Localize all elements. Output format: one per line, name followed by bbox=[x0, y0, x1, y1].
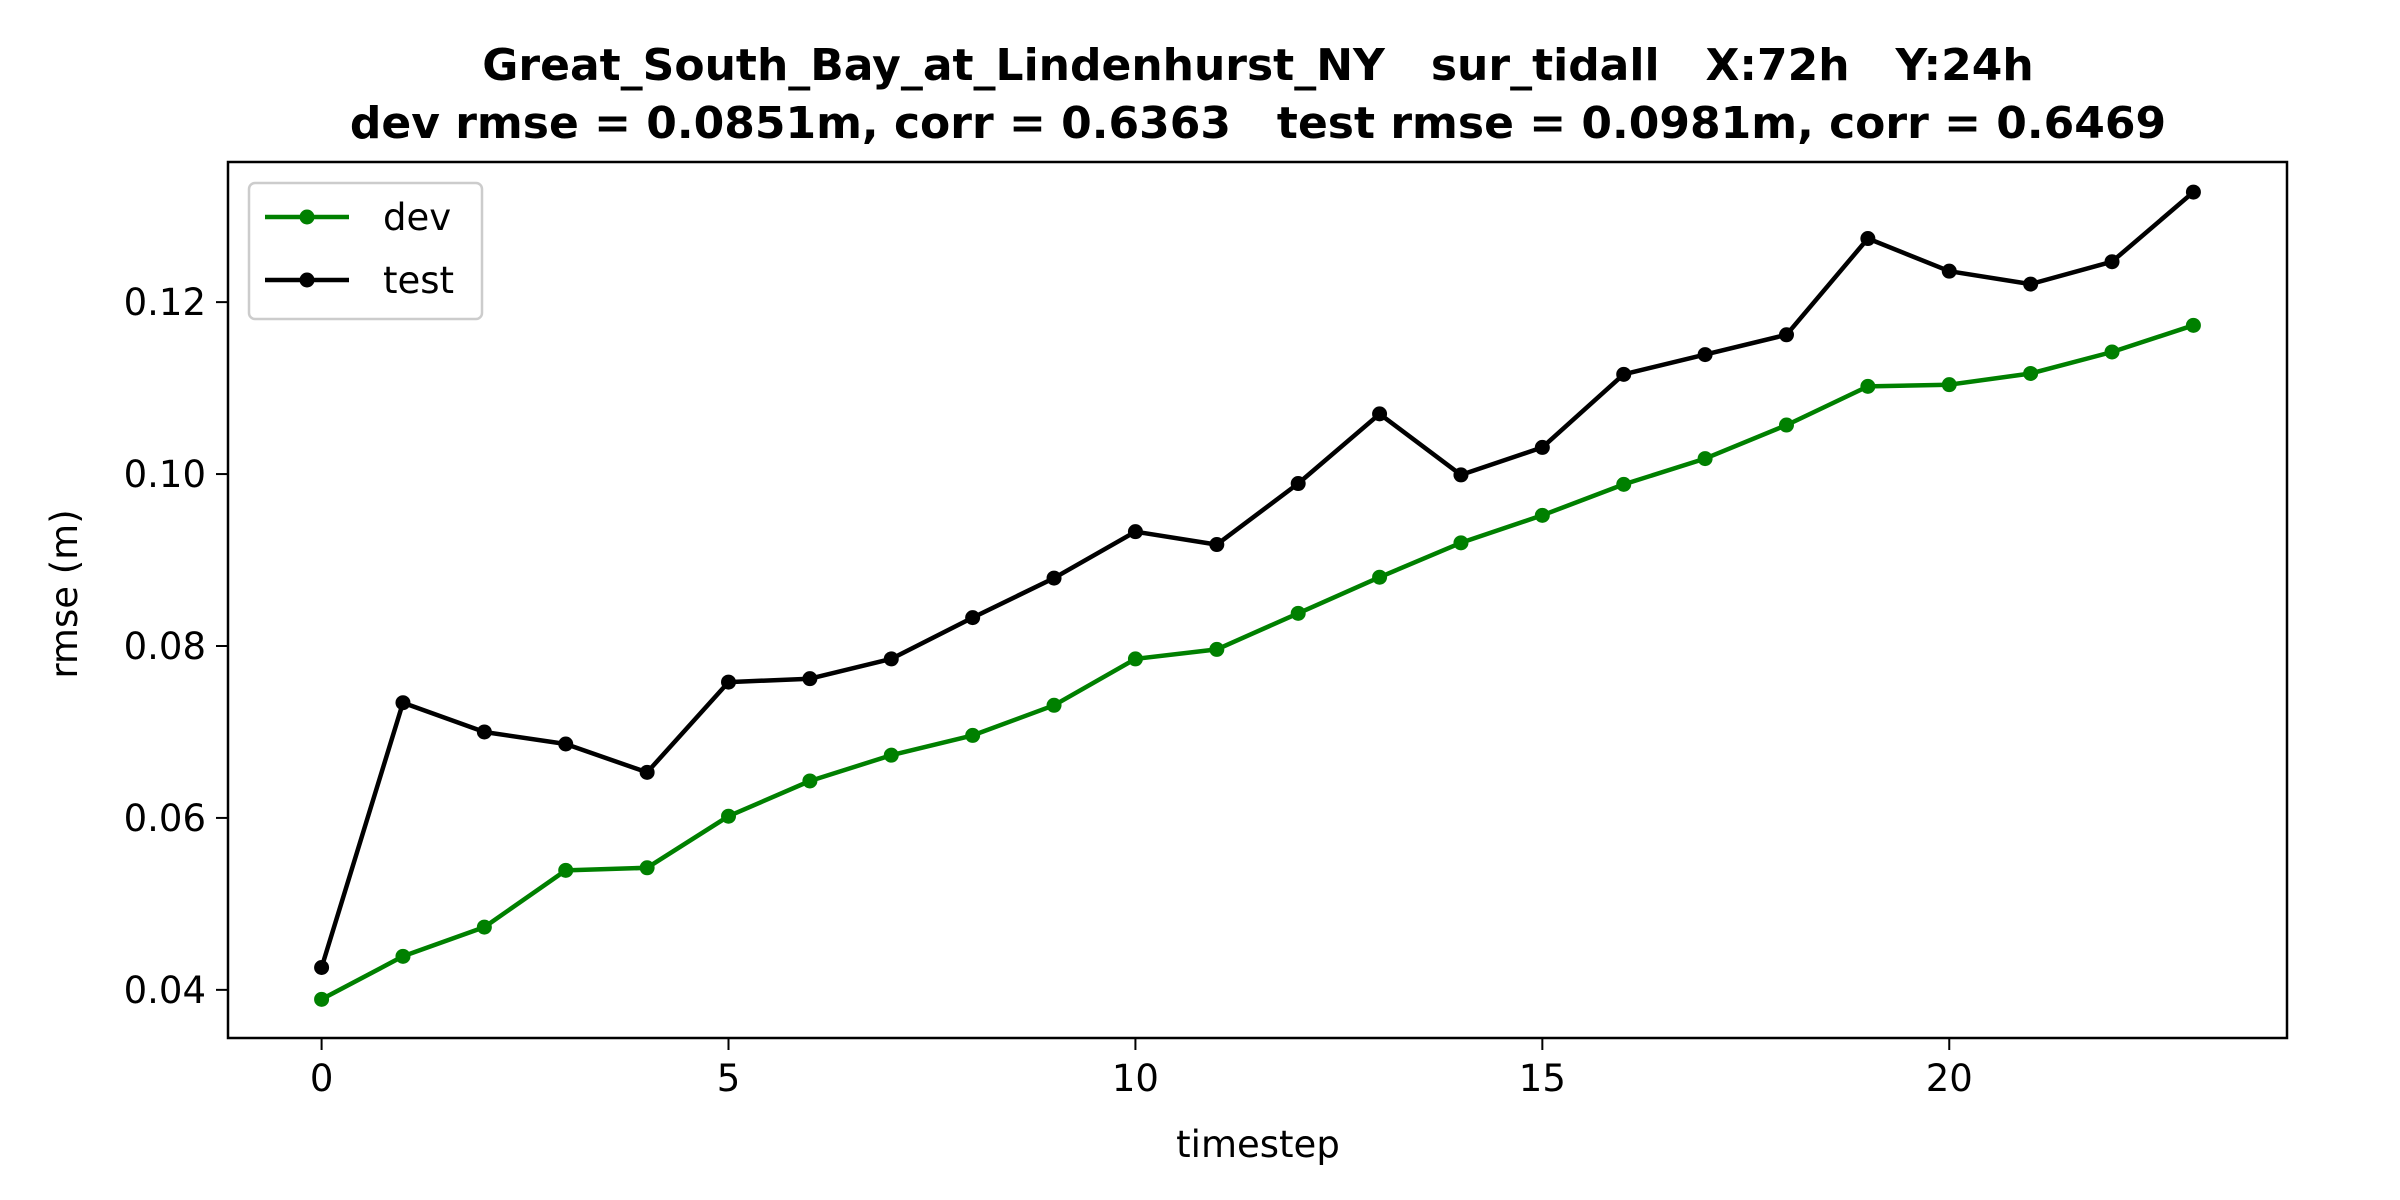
data-point-test bbox=[1209, 537, 1225, 553]
legend-label: dev bbox=[383, 196, 451, 239]
data-point-test bbox=[2023, 276, 2039, 292]
y-tick-label: 0.10 bbox=[124, 453, 206, 496]
data-point-dev bbox=[1941, 377, 1957, 393]
plot-area bbox=[226, 160, 2289, 1040]
series-test bbox=[314, 184, 2201, 976]
x-axis-label: timestep bbox=[1176, 1123, 1340, 1166]
data-point-test bbox=[1290, 476, 1306, 492]
data-point-dev bbox=[1046, 697, 1062, 713]
data-point-test bbox=[1127, 524, 1143, 540]
data-point-dev bbox=[2023, 365, 2039, 381]
data-point-dev bbox=[395, 948, 411, 964]
legend-swatch-marker bbox=[299, 209, 315, 225]
data-point-dev bbox=[476, 919, 492, 935]
plot-frame bbox=[226, 160, 2289, 1040]
data-point-dev bbox=[1290, 605, 1306, 621]
data-point-test bbox=[1941, 263, 1957, 279]
data-point-dev bbox=[1453, 535, 1469, 551]
chart-subtitle: dev rmse = 0.0851m, corr = 0.6363 test r… bbox=[350, 98, 2166, 149]
x-tick-label: 20 bbox=[1926, 1057, 1973, 1100]
data-point-test bbox=[1697, 347, 1713, 363]
legend-label: test bbox=[383, 259, 454, 302]
series-line-test bbox=[319, 190, 2195, 969]
data-point-dev bbox=[1697, 451, 1713, 467]
data-point-test bbox=[1372, 406, 1388, 422]
data-point-dev bbox=[314, 991, 330, 1007]
data-point-dev bbox=[1209, 641, 1225, 657]
data-point-dev bbox=[1127, 651, 1143, 667]
data-point-test bbox=[476, 724, 492, 740]
data-point-test bbox=[2185, 184, 2201, 200]
data-point-dev bbox=[721, 808, 737, 824]
y-tick-label: 0.06 bbox=[124, 797, 206, 840]
data-point-test bbox=[883, 651, 899, 667]
series-layer bbox=[314, 184, 2201, 1007]
x-tick-label: 5 bbox=[717, 1057, 741, 1100]
legend-swatch-marker bbox=[299, 272, 315, 288]
chart-title: Great_South_Bay_at_Lindenhurst_NY sur_ti… bbox=[482, 40, 2033, 91]
data-point-dev bbox=[883, 747, 899, 763]
data-point-test bbox=[314, 960, 330, 976]
data-point-test bbox=[1778, 327, 1794, 343]
data-point-dev bbox=[2185, 317, 2201, 333]
legend-item-test: test bbox=[265, 259, 454, 302]
y-tick-label: 0.04 bbox=[124, 969, 206, 1012]
y-axis-label: rmse (m) bbox=[43, 509, 86, 678]
data-point-test bbox=[965, 610, 981, 626]
data-point-dev bbox=[639, 860, 655, 876]
legend-item-dev: dev bbox=[265, 196, 451, 239]
y-tick-label: 0.12 bbox=[124, 281, 206, 324]
data-point-dev bbox=[802, 773, 818, 789]
data-point-test bbox=[558, 736, 574, 752]
data-point-test bbox=[395, 695, 411, 711]
series-line-dev bbox=[320, 323, 2195, 1002]
data-point-test bbox=[1616, 366, 1632, 382]
data-point-test bbox=[1453, 467, 1469, 483]
data-point-test bbox=[1534, 439, 1550, 455]
data-point-test bbox=[1860, 231, 1876, 247]
x-tick-label: 15 bbox=[1519, 1057, 1566, 1100]
data-point-dev bbox=[1372, 569, 1388, 585]
series-dev bbox=[314, 317, 2201, 1007]
data-point-dev bbox=[2104, 344, 2120, 360]
data-point-test bbox=[639, 764, 655, 780]
x-axis: 0 5 10 15 20 bbox=[310, 1038, 1973, 1100]
data-point-dev bbox=[1616, 476, 1632, 492]
data-point-dev bbox=[965, 727, 981, 743]
data-point-dev bbox=[1778, 417, 1794, 433]
x-tick-label: 0 bbox=[310, 1057, 334, 1100]
data-point-test bbox=[1046, 570, 1062, 586]
data-point-dev bbox=[1534, 507, 1550, 523]
data-point-dev bbox=[558, 862, 574, 878]
legend: dev test bbox=[247, 181, 484, 321]
data-point-test bbox=[802, 671, 818, 687]
data-point-dev bbox=[1860, 378, 1876, 394]
x-tick-label: 10 bbox=[1112, 1057, 1159, 1100]
data-point-test bbox=[2104, 254, 2120, 270]
y-tick-label: 0.08 bbox=[124, 625, 206, 668]
data-point-test bbox=[721, 674, 737, 690]
y-axis: 0.04 0.06 0.08 0.10 0.12 bbox=[124, 281, 228, 1012]
